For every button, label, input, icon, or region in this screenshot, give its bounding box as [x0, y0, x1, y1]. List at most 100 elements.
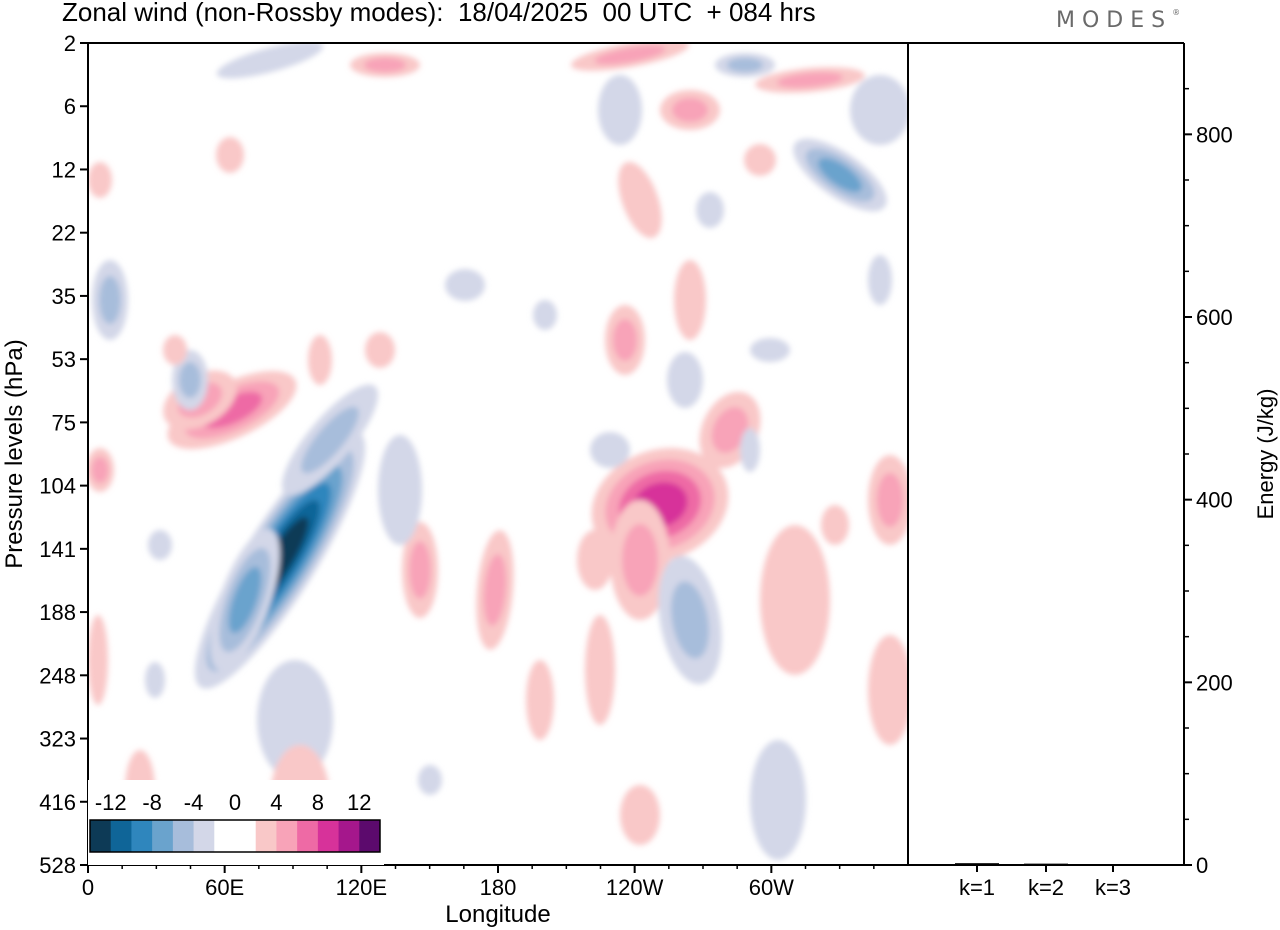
colorbar-swatch	[193, 820, 215, 852]
energy-bar	[1024, 863, 1068, 865]
colorbar-label: -12	[95, 790, 127, 815]
contour-small-41	[868, 255, 892, 305]
contour-small-9	[777, 72, 843, 88]
logo-text: MODES	[1056, 8, 1173, 33]
y-tick-label: 22	[52, 221, 76, 246]
y-axis: 2 6 12 22 35 53 75 104 141 188 248 323 416 528	[39, 31, 88, 878]
energy-category-label: k=1	[959, 875, 995, 900]
y-tick-label: 248	[39, 663, 76, 688]
contour-small-24	[445, 269, 485, 301]
y-tick-label: 12	[52, 157, 76, 182]
x-axis: 0 60E 120E 180 120W 60W	[82, 865, 875, 900]
colorbar-swatch	[110, 820, 132, 852]
colorbar-swatch	[276, 820, 298, 852]
colorbar-swatch	[359, 820, 381, 852]
logo-registered-mark: ®	[1172, 8, 1181, 17]
contour-small-16	[364, 57, 406, 73]
y-tick-label: 2	[64, 31, 76, 56]
colorbar-swatch	[172, 820, 195, 852]
contour-field	[88, 43, 908, 860]
contour-small-5	[618, 161, 662, 239]
contour-small-25	[365, 332, 395, 368]
contour-small-23	[577, 530, 613, 590]
x-tick-label: 120W	[606, 875, 664, 900]
contour-small-19	[418, 765, 442, 795]
contour-small-10	[727, 57, 763, 73]
contour-small-13	[88, 162, 112, 198]
colorbar-swatch	[297, 820, 319, 852]
contour-small-31	[216, 137, 244, 173]
colorbar-swatch	[255, 820, 277, 852]
energy-tick-label: 0	[1196, 853, 1208, 878]
y-tick-label: 35	[52, 284, 76, 309]
colorbar: -12 -8 -4 0 4 8 12	[88, 780, 384, 865]
colorbar-swatch	[235, 820, 257, 852]
y-tick-label: 528	[39, 853, 76, 878]
y-axis-label: Pressure levels (hPa)	[1, 339, 28, 568]
contour-small-26	[308, 335, 332, 385]
energy-panel: 0 200 400 600 800 k=1 k=2 k=3	[955, 87, 1233, 900]
contour-westerly-5w	[868, 635, 908, 745]
contour-easterly-110w	[671, 581, 709, 659]
contour-small-39	[740, 428, 760, 472]
contour-small-15	[216, 43, 324, 79]
contour-easterly-upper	[301, 406, 359, 474]
contour-small-7	[672, 98, 708, 122]
y-tick-label: 141	[39, 537, 76, 562]
contour-small-8	[594, 45, 666, 65]
colorbar-outline	[89, 819, 381, 853]
colorbar-label: 12	[347, 790, 371, 815]
contour-westerly-35w	[760, 525, 830, 675]
colorbar-swatch	[152, 820, 174, 852]
y-tick-label: 104	[39, 474, 76, 499]
contour-small-28	[674, 260, 706, 340]
energy-tick-label: 200	[1196, 670, 1233, 695]
colorbar-swatch	[131, 820, 153, 852]
contour-small-37	[88, 615, 108, 705]
colorbar-label: 0	[229, 790, 241, 815]
colorbar-label: 8	[312, 790, 324, 815]
energy-tick-label: 800	[1196, 122, 1233, 147]
contour-small-17	[148, 530, 172, 560]
contour-westerly-130w	[711, 407, 749, 453]
energy-bar	[955, 863, 999, 865]
contour-small-6	[598, 75, 642, 145]
contour-small-1	[483, 554, 507, 626]
colorbar-swatch	[338, 820, 360, 852]
contour-small-30	[750, 338, 790, 362]
contour-small-22	[526, 660, 554, 740]
x-axis-label: Longitude	[445, 901, 550, 928]
x-tick-label: 60E	[205, 875, 244, 900]
colorbar-swatch	[90, 820, 112, 852]
x-tick-label: 0	[82, 875, 94, 900]
contour-small-20	[620, 785, 660, 845]
contour-small-0	[409, 541, 431, 599]
x-tick-label: 60W	[749, 875, 794, 900]
contour-small-29	[667, 352, 703, 408]
y-tick-label: 416	[39, 790, 76, 815]
y-tick-label: 75	[52, 410, 76, 435]
colorbar-label: 4	[270, 790, 282, 815]
energy-category-label: k=3	[1095, 875, 1131, 900]
colorbar-swatch	[214, 820, 236, 852]
heatmap-frame	[87, 42, 909, 866]
contour-small-14	[179, 362, 201, 398]
x-tick-label: 180	[480, 875, 517, 900]
contour-small-34	[533, 300, 557, 330]
modes-logo: MODES®	[1056, 8, 1180, 33]
contour-small-18	[145, 662, 165, 698]
contour-small-4	[613, 319, 637, 361]
colorbar-label: -8	[142, 790, 162, 815]
contour-small-33	[696, 192, 724, 228]
y-tick-label: 323	[39, 727, 76, 752]
x-tick-label: 120E	[336, 875, 387, 900]
contour-small-38	[590, 432, 630, 468]
energy-category-label: k=2	[1028, 875, 1064, 900]
contour-small-32	[744, 144, 776, 176]
contour-westerly-60e	[201, 391, 263, 429]
energy-tick-label: 400	[1196, 488, 1233, 513]
contour-easterly-lobe	[228, 566, 262, 634]
contour-small-27	[163, 335, 187, 365]
y-tick-label: 188	[39, 600, 76, 625]
